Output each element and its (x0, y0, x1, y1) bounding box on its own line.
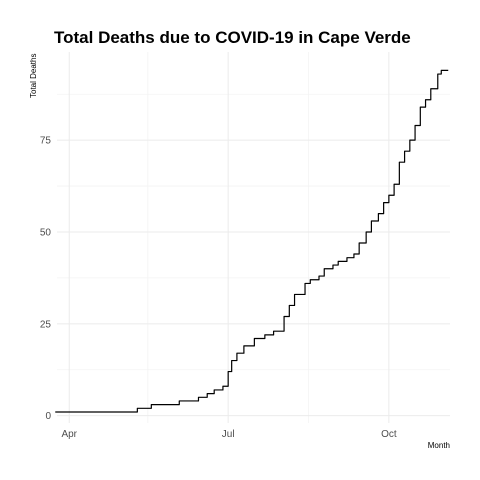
y-tick-label: 75 (40, 136, 52, 147)
y-tick-label: 25 (40, 319, 52, 330)
y-tick-label: 0 (45, 411, 51, 422)
x-tick-label: Apr (61, 429, 77, 440)
x-tick-label: Oct (381, 429, 397, 440)
tick-labels: 0 25 50 75 Apr Jul Oct (40, 136, 397, 440)
chart-title: Total Deaths due to COVID-19 in Cape Ver… (54, 28, 411, 47)
y-axis-title: Total Deaths (29, 54, 38, 98)
series-line-total-deaths (55, 69, 449, 413)
y-tick-label: 50 (40, 227, 52, 238)
x-tick-label: Jul (222, 429, 235, 440)
series-layer (55, 69, 449, 413)
grid (57, 52, 450, 423)
x-axis-title: Month (428, 441, 450, 450)
